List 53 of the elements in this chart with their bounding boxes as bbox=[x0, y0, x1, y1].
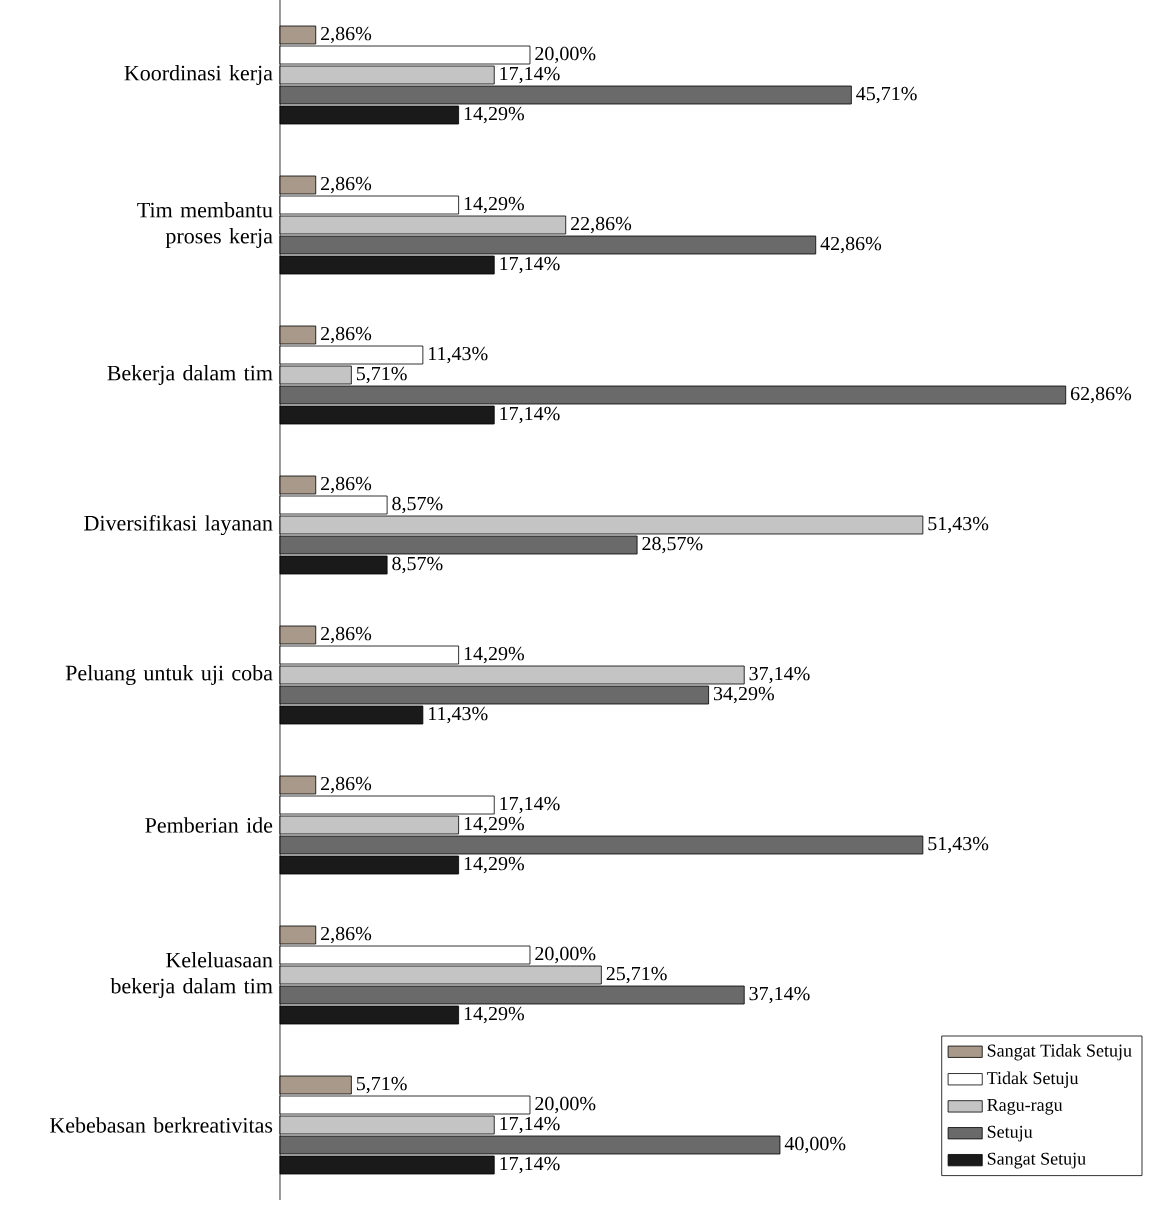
data-label: 17,14% bbox=[500, 406, 560, 424]
y-tick-label: Pemberian ide bbox=[145, 817, 273, 833]
data-label: 8,57% bbox=[392, 556, 443, 574]
data-label: 25,71% bbox=[606, 966, 667, 984]
data-label: 2,86% bbox=[321, 926, 372, 944]
legend-label: Sangat Tidak Setuju bbox=[987, 1044, 1132, 1061]
data-label: 2,86% bbox=[321, 776, 372, 794]
data-label: 5,71% bbox=[356, 1076, 407, 1094]
data-label: 14,29% bbox=[464, 646, 525, 664]
data-label: 40,00% bbox=[784, 1136, 846, 1154]
data-label: 51,43% bbox=[928, 836, 989, 854]
data-label: 17,14% bbox=[500, 1156, 560, 1174]
data-label: 37,14% bbox=[749, 986, 810, 1004]
data-label: 14,29% bbox=[464, 1006, 525, 1024]
legend-label: Tidak Setuju bbox=[986, 1071, 1079, 1088]
data-label: 42,86% bbox=[820, 236, 882, 254]
data-label: 51,43% bbox=[928, 516, 989, 534]
y-tick-label: Kebebasan berkreativitas bbox=[50, 1117, 273, 1133]
data-label: 11,43% bbox=[429, 706, 488, 724]
data-label: 37,14% bbox=[749, 666, 810, 684]
legend-label: Setuju bbox=[987, 1125, 1033, 1142]
data-label: 14,29% bbox=[464, 816, 525, 834]
y-tick-label: Peluang untuk uji coba bbox=[65, 665, 273, 685]
data-label: 2,86% bbox=[321, 626, 372, 644]
data-label: 2,86% bbox=[321, 476, 372, 494]
y-tick-label: Diversifikasi layanan bbox=[84, 514, 273, 536]
data-label: 5,71% bbox=[356, 366, 407, 384]
data-label: 2,86% bbox=[321, 26, 372, 44]
data-label: 14,29% bbox=[464, 856, 525, 874]
y-tick-label: Koordinasi kerja bbox=[124, 65, 273, 85]
data-label: 2,86% bbox=[321, 326, 372, 344]
data-label: 17,14% bbox=[500, 1116, 560, 1134]
data-label: 8,57% bbox=[392, 496, 443, 514]
data-label: 14,29% bbox=[464, 106, 525, 124]
y-tick-label: Bekerja dalam tim bbox=[107, 365, 273, 385]
data-label: 17,14% bbox=[500, 796, 560, 814]
data-label: 14,29% bbox=[464, 196, 525, 214]
data-label: 20,00% bbox=[535, 946, 596, 964]
y-tick-label: Keleluasaan bekerja dalam tim bbox=[110, 952, 273, 998]
legend-label: Ragu-ragu bbox=[987, 1098, 1063, 1115]
legend-label: Sangat Setuju bbox=[987, 1152, 1086, 1169]
data-label: 20,00% bbox=[535, 46, 596, 64]
y-tick-label: Tim membantu proses kerja bbox=[137, 202, 273, 248]
data-label: 28,57% bbox=[642, 536, 703, 554]
data-label: 20,00% bbox=[535, 1096, 596, 1114]
data-label: 17,14% bbox=[500, 66, 560, 84]
data-label: 11,43% bbox=[429, 346, 488, 364]
data-label: 22,86% bbox=[571, 216, 632, 234]
data-label: 45,71% bbox=[856, 86, 917, 104]
data-label: 34,29% bbox=[713, 686, 774, 704]
data-label: 62,86% bbox=[1070, 386, 1132, 404]
data-label: 2,86% bbox=[321, 176, 372, 194]
data-label: 17,14% bbox=[500, 256, 560, 274]
